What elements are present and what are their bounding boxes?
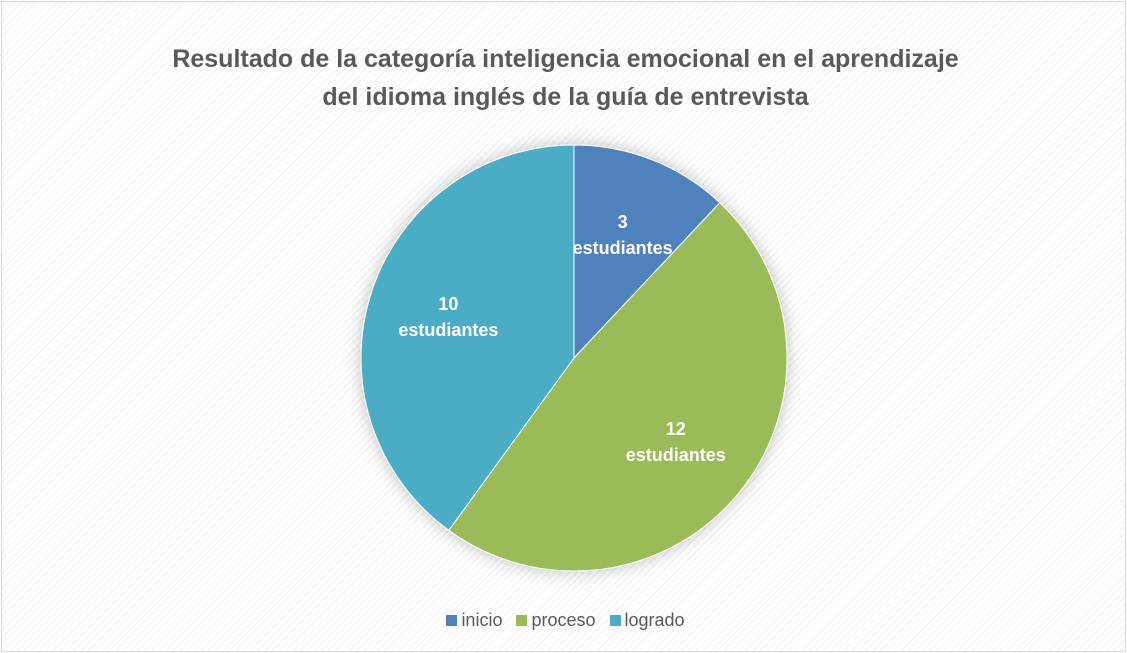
legend-swatch	[446, 615, 458, 626]
legend-swatch	[609, 615, 621, 626]
legend-label: proceso	[531, 610, 596, 630]
chart-title: Resultado de la categoría inteligencia e…	[172, 45, 959, 111]
legend: inicio proceso logrado	[2, 610, 1127, 631]
data-label: 3 estudiantes	[572, 212, 673, 259]
slice	[448, 202, 788, 572]
slice	[360, 144, 575, 532]
legend-swatch	[516, 615, 528, 626]
legend-item: inicio	[446, 610, 502, 631]
legend-item: logrado	[609, 610, 685, 631]
legend-label: inicio	[461, 610, 503, 630]
data-label: 10 estudiantes	[398, 294, 499, 341]
legend-item: proceso	[516, 610, 596, 631]
data-label: 12 estudiantes	[625, 419, 726, 466]
legend-label: logrado	[624, 610, 685, 630]
slice	[573, 144, 721, 360]
slices	[360, 144, 788, 572]
